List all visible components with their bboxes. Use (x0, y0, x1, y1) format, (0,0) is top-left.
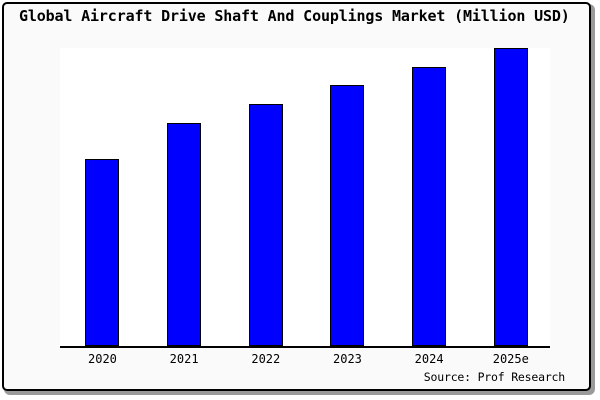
x-tick-label-2021: 2021 (169, 352, 199, 366)
bar-2023 (330, 85, 365, 346)
bar-2025e (493, 48, 528, 346)
x-tick-label-2022: 2022 (251, 352, 281, 366)
bar-2020 (85, 159, 120, 346)
source-attribution: Source: Prof Research (423, 370, 565, 384)
x-tick-label-2024: 2024 (414, 352, 444, 366)
bar-2022 (248, 103, 283, 346)
bar-2021 (167, 122, 202, 346)
bar-2024 (412, 66, 447, 346)
x-tick-label-2020: 2020 (88, 352, 117, 366)
x-tick-label-2025e: 2025e (492, 352, 529, 366)
plot-area (60, 48, 550, 348)
x-tick-label-2023: 2023 (333, 352, 362, 366)
chart-title: Global Aircraft Drive Shaft And Coupling… (19, 7, 570, 25)
